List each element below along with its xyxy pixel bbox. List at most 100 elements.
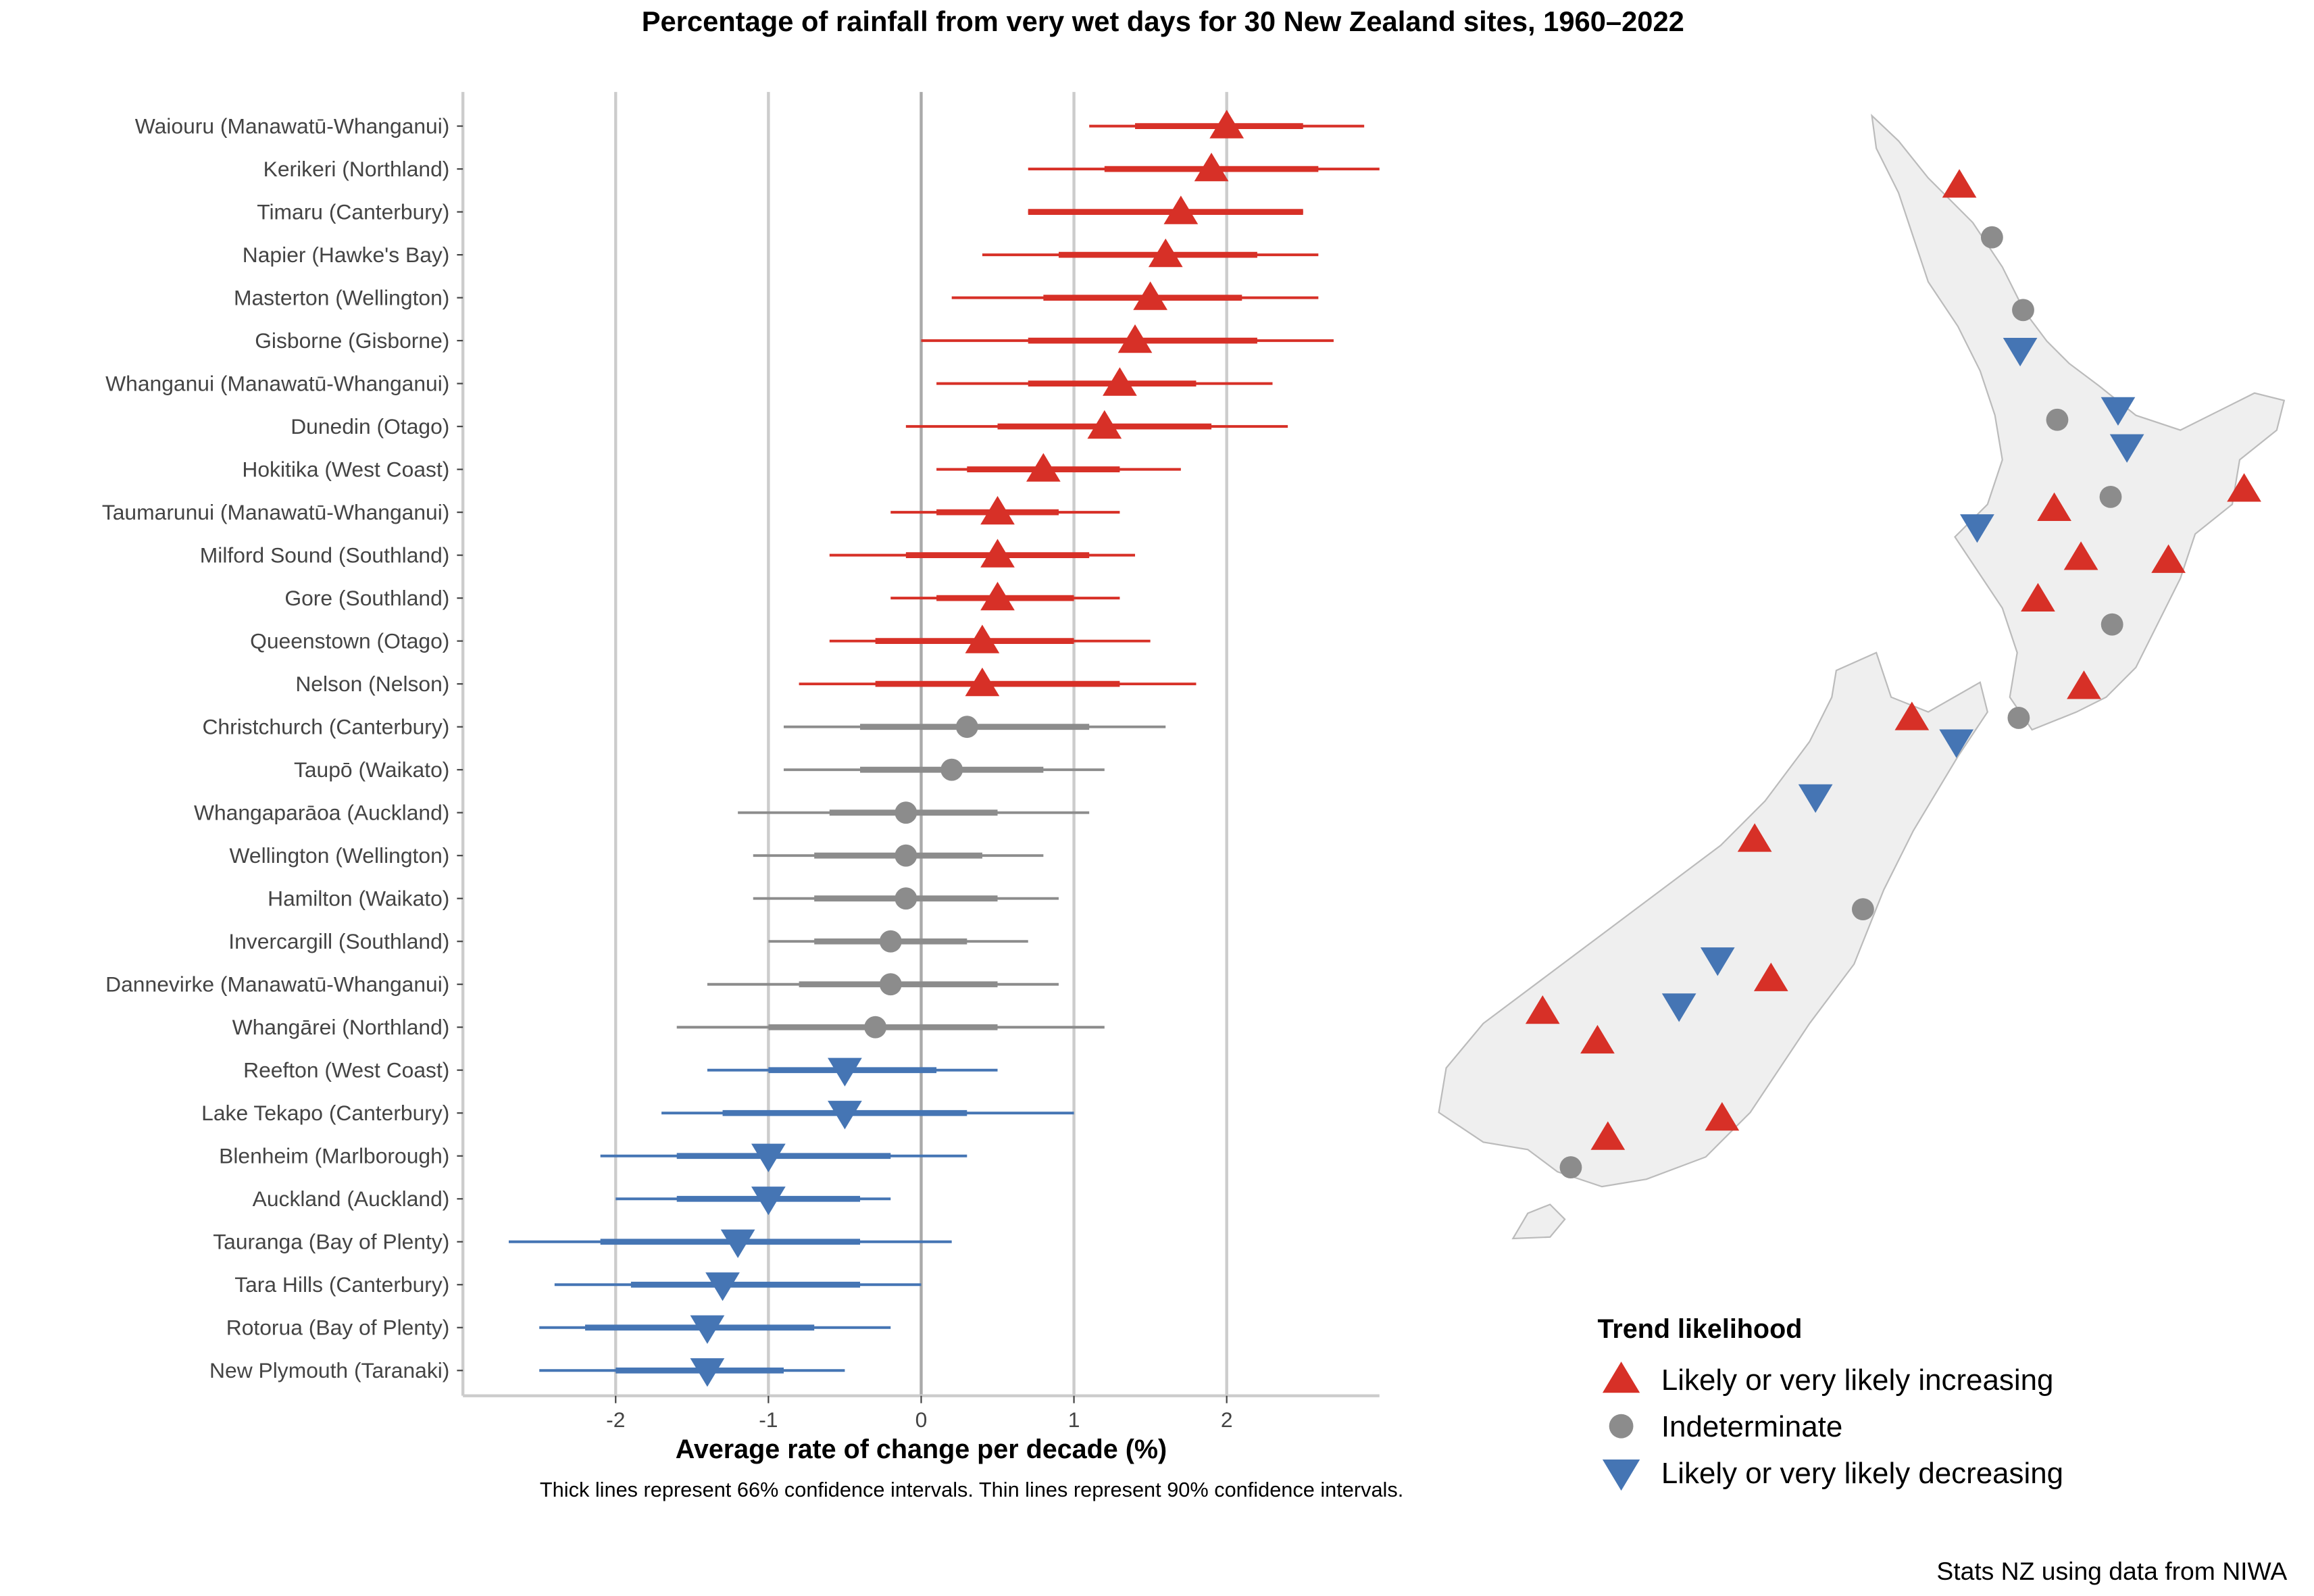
site-label: Whanganui (Manawatū-Whanganui) (105, 372, 449, 396)
triangle-down-icon (751, 1187, 786, 1216)
site-label: Gisborne (Gisborne) (255, 328, 449, 353)
legend-label: Likely or very likely increasing (1661, 1364, 2054, 1397)
site-label: Christchurch (Canterbury) (202, 715, 449, 739)
circle-icon (895, 844, 917, 867)
site-label: Whangārei (Northland) (232, 1015, 450, 1039)
circle-icon (1559, 1156, 1582, 1179)
triangle-down-icon (2101, 397, 2136, 426)
circle-icon (895, 801, 917, 824)
triangle-up-icon (1163, 195, 1199, 224)
triangle-up-icon (2151, 544, 2186, 573)
site-label: New Plymouth (Taranaki) (209, 1358, 449, 1382)
site-row: Invercargill (Southland) (228, 929, 1028, 953)
site-row: Gisborne (Gisborne) (255, 324, 1334, 353)
site-label: Auckland (Auckland) (253, 1187, 450, 1211)
site-label: Reefton (West Coast) (243, 1058, 449, 1082)
site-label: Hamilton (Waikato) (268, 887, 449, 911)
circle-icon (2099, 485, 2122, 508)
triangle-up-icon (965, 668, 1000, 697)
site-row: Napier (Hawke's Bay) (243, 238, 1319, 268)
site-row: Dannevirke (Manawatū-Whanganui) (105, 972, 1059, 997)
site-label: Taumarunui (Manawatū-Whanganui) (102, 500, 450, 524)
circle-icon (1851, 898, 1874, 921)
triangle-up-icon (1103, 367, 1137, 396)
site-row: Masterton (Wellington) (234, 281, 1319, 310)
site-row: Tauranga (Bay of Plenty) (213, 1229, 952, 1258)
site-row: Tara Hills (Canterbury) (234, 1272, 922, 1301)
site-row: Rotorua (Bay of Plenty) (226, 1315, 891, 1344)
circle-icon (2046, 408, 2069, 431)
triangle-up-icon (1602, 1362, 1640, 1393)
circle-icon (1609, 1414, 1634, 1439)
triangle-up-icon (2227, 473, 2261, 502)
site-row: Hokitika (West Coast) (242, 453, 1181, 482)
triangle-down-icon (828, 1057, 862, 1087)
circle-icon (2012, 299, 2034, 322)
x-tick-label: 0 (915, 1407, 928, 1432)
site-row: Queenstown (Otago) (250, 624, 1151, 653)
legend-label: Likely or very likely decreasing (1661, 1457, 2063, 1490)
triangle-up-icon (1737, 823, 1772, 852)
x-tick-label: 2 (1221, 1407, 1233, 1432)
site-row: Auckland (Auckland) (253, 1187, 891, 1216)
site-label: Tara Hills (Canterbury) (234, 1272, 449, 1297)
circle-icon (895, 887, 917, 910)
triangle-up-icon (1753, 962, 1788, 991)
triangle-up-icon (2021, 582, 2055, 612)
site-row: Nelson (Nelson) (295, 668, 1197, 697)
map-site-markers (1525, 169, 2261, 1179)
site-label: Wellington (Wellington) (229, 843, 449, 868)
site-label: Milford Sound (Southland) (200, 543, 450, 568)
triangle-down-icon (1939, 729, 1974, 758)
triangle-down-icon (1798, 784, 1833, 813)
circle-icon (879, 930, 902, 953)
site-row: Whangaparāoa (Auckland) (194, 801, 1090, 825)
site-row: Dunedin (Otago) (291, 409, 1288, 439)
triangle-down-icon (751, 1143, 786, 1172)
site-label: Waiouru (Manawatū-Whanganui) (135, 114, 450, 139)
triangle-down-icon (1960, 514, 1994, 543)
site-row: Blenheim (Marlborough) (219, 1143, 967, 1172)
nz-map (1438, 114, 2286, 1240)
site-row: Reefton (West Coast) (243, 1057, 998, 1087)
x-tick-label: -2 (606, 1407, 625, 1432)
site-row: Hamilton (Waikato) (268, 887, 1059, 911)
circle-icon (1980, 226, 2003, 249)
legend-label: Indeterminate (1661, 1410, 1842, 1443)
site-label: Lake Tekapo (Canterbury) (201, 1101, 449, 1125)
circle-icon (2101, 613, 2123, 636)
site-row: Milford Sound (Southland) (200, 539, 1136, 568)
triangle-down-icon (1700, 947, 1735, 976)
site-label: Dannevirke (Manawatū-Whanganui) (105, 972, 449, 997)
circle-icon (864, 1016, 887, 1039)
x-tick-label: 1 (1068, 1407, 1080, 1432)
circle-icon (879, 973, 902, 996)
site-label: Masterton (Wellington) (234, 286, 449, 310)
site-row: Waiouru (Manawatū-Whanganui) (135, 109, 1365, 139)
source-credit: Stats NZ using data from NIWA (1936, 1557, 2287, 1585)
triangle-up-icon (965, 624, 1000, 653)
site-label: Tauranga (Bay of Plenty) (213, 1230, 449, 1254)
x-tick-label: -1 (759, 1407, 778, 1432)
site-label: Napier (Hawke's Bay) (243, 243, 450, 267)
legend-item: Likely or very likely decreasing (1602, 1457, 2063, 1491)
site-label: Kerikeri (Northland) (263, 157, 450, 181)
site-row: Gore (Southland) (284, 582, 1120, 611)
site-label: Whangaparāoa (Auckland) (194, 801, 449, 825)
triangle-up-icon (1894, 701, 1930, 730)
north-island (1871, 114, 2286, 731)
triangle-up-icon (2063, 541, 2098, 570)
triangle-up-icon (1133, 281, 1167, 310)
legend: Trend likelihood Likely or very likely i… (1597, 1314, 2063, 1491)
site-label: Hokitika (West Coast) (242, 457, 449, 482)
site-label: Nelson (Nelson) (295, 672, 449, 696)
triangle-up-icon (1942, 169, 1977, 198)
triangle-up-icon (2037, 492, 2071, 522)
triangle-up-icon (980, 539, 1015, 568)
triangle-down-icon (1661, 993, 1696, 1022)
triangle-up-icon (1209, 109, 1244, 139)
triangle-up-icon (980, 495, 1015, 525)
site-row: Whangārei (Northland) (232, 1015, 1105, 1039)
site-label: Blenheim (Marlborough) (219, 1144, 449, 1168)
triangle-up-icon (1580, 1024, 1615, 1054)
